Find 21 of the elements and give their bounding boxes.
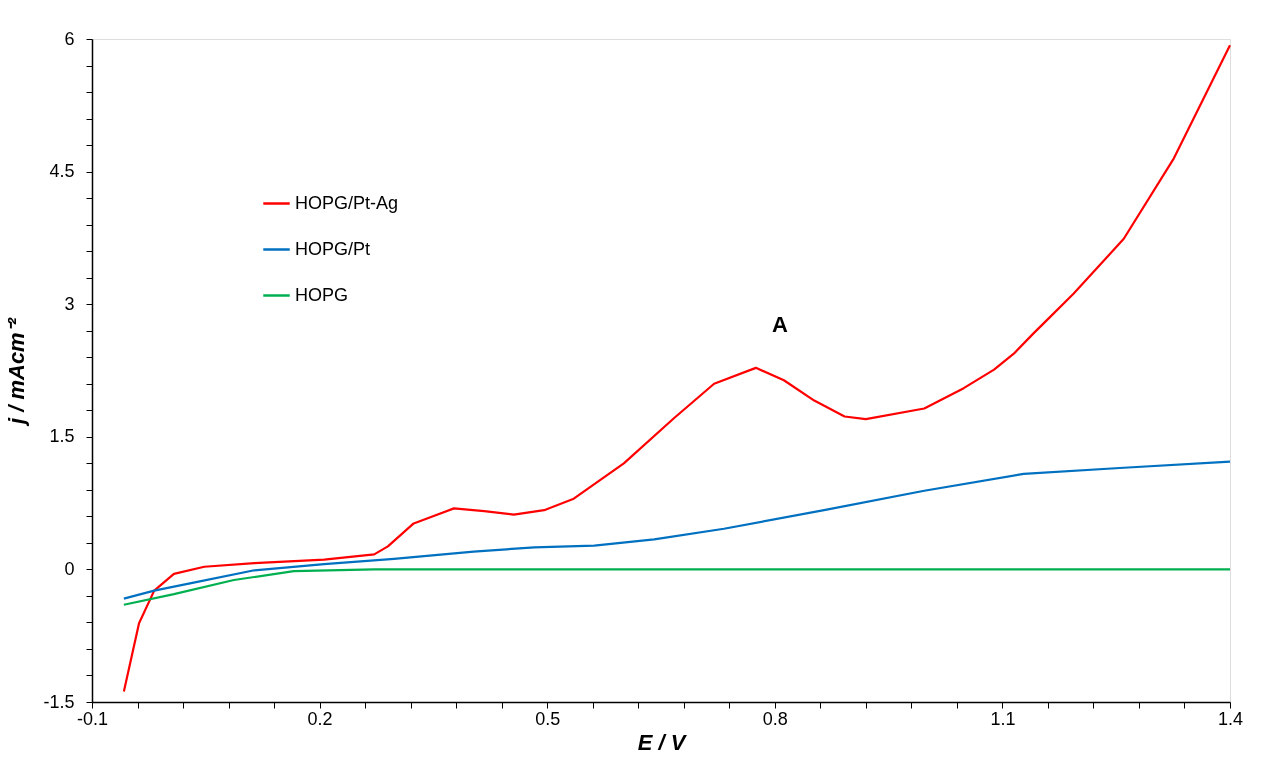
x-tick-label: 0.8 [762, 708, 788, 729]
y-tick-label: 0 [64, 558, 75, 579]
line-series [122, 460, 1232, 600]
line-series [122, 568, 1232, 606]
line-series [122, 44, 1232, 693]
x-tick-label: 0.2 [307, 708, 333, 729]
legend-label: HOPG/Pt [295, 238, 371, 259]
y-tick-label: -1.5 [43, 691, 75, 712]
annotation: A [772, 312, 789, 337]
legend-label: HOPG [295, 284, 349, 305]
y-tick-label: 1.5 [49, 426, 75, 447]
x-tick-label: 1.1 [990, 708, 1016, 729]
x-tick-label: 0.5 [535, 708, 561, 729]
y-tick-label: 3 [64, 293, 75, 314]
y-tick-label: 6 [64, 28, 75, 49]
y-axis-title: j / mAcm⁻² [4, 317, 30, 428]
x-tick-label: -0.1 [76, 708, 109, 729]
y-tick-label: 4.5 [49, 161, 75, 182]
x-tick-label: 1.4 [1217, 708, 1244, 729]
x-axis-title: E / V [637, 729, 688, 755]
legend-label: HOPG/Pt-Ag [295, 192, 399, 213]
